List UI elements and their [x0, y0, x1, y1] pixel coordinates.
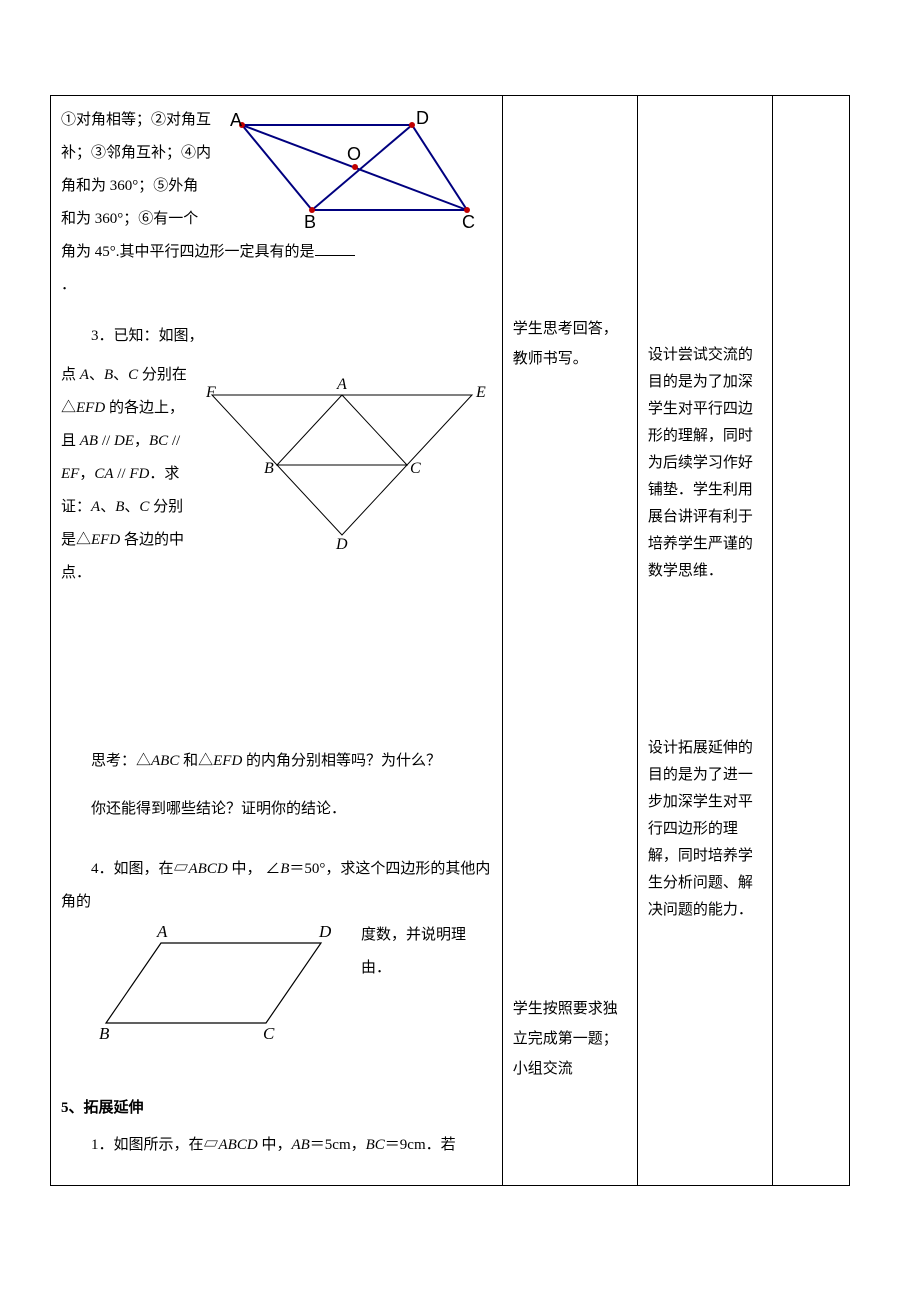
block-q4: 4．如图，在▱ABCD 中， ∠B＝50°，求这个四边形的其他内角的 A D B…: [61, 853, 492, 1047]
q5-1: 1．如图所示，在▱ABCD 中，AB＝5cm，BC＝9cm．若: [61, 1129, 492, 1162]
content-body: A D B C O ①对角相等；②对角互补；③邻角互补；④内角和为 360°；⑤…: [61, 104, 492, 1162]
empty-cell: [772, 96, 849, 1186]
figure-parallelogram-diagonals: A D B C O: [212, 110, 492, 230]
label-A: A: [156, 923, 168, 941]
label-B: B: [264, 460, 274, 477]
note1: 学生思考回答，教师书写。: [513, 314, 627, 374]
rationale-cell: 设计尝试交流的目的是为了加深学生对平行四边形的理解，同时为后续学习作好铺垫．学生…: [637, 96, 772, 1186]
spacer: [648, 104, 762, 342]
q4-line-b: 度数，并说明理由．: [361, 927, 466, 976]
main-table: A D B C O ①对角相等；②对角互补；③邻角互补；④内角和为 360°；⑤…: [50, 95, 850, 1186]
label-A: A: [230, 110, 242, 130]
think2: 你还能得到哪些结论？证明你的结论．: [61, 793, 492, 826]
q3-lead: 3．已知：如图，: [61, 320, 492, 353]
content-cell: A D B C O ①对角相等；②对角互补；③邻角互补；④内角和为 360°；⑤…: [51, 96, 503, 1186]
spacer: [513, 374, 627, 994]
rationale2: 设计拓展延伸的目的是为了进一步加深学生对平行四边形的理解，同时培养学生分析问题、…: [648, 735, 762, 924]
student-activity-cell: 学生思考回答，教师书写。 学生按照要求独立完成第一题；小组交流: [502, 96, 637, 1186]
label-C: C: [263, 1024, 275, 1043]
block-q3: F A E B C D 点 A、B、C 分别在△EFD 的各边上，且 AB //…: [61, 359, 492, 590]
label-C: C: [462, 212, 475, 230]
page: A D B C O ①对角相等；②对角互补；③邻角互补；④内角和为 360°；⑤…: [0, 0, 920, 1186]
spacer: [513, 104, 627, 314]
label-D: D: [416, 110, 429, 128]
note2: 学生按照要求独立完成第一题；小组交流: [513, 994, 627, 1084]
spacer: [61, 1047, 492, 1077]
label-C: C: [410, 460, 421, 477]
label-D: D: [318, 923, 332, 941]
section-5-title: 5、拓展延伸: [61, 1092, 492, 1125]
table-row: A D B C O ①对角相等；②对角互补；③邻角互补；④内角和为 360°；⑤…: [51, 96, 850, 1186]
label-O: O: [347, 144, 361, 164]
label-D: D: [335, 536, 348, 550]
student-activity: 学生思考回答，教师书写。 学生按照要求独立完成第一题；小组交流: [513, 104, 627, 1084]
think1: 思考：△ABC 和△EFD 的内角分别相等吗？为什么？: [61, 745, 492, 778]
dot: ．: [61, 277, 76, 293]
block-intro: A D B C O ①对角相等；②对角互补；③邻角互补；④内角和为 360°；⑤…: [61, 104, 492, 302]
label-F: F: [205, 384, 216, 401]
q3-text: 点 A、B、C 分别在△EFD 的各边上，且 AB // DE，BC // EF…: [61, 359, 191, 590]
figure-triangle-efd: F A E B C D: [202, 365, 492, 550]
rationale: 设计尝试交流的目的是为了加深学生对平行四边形的理解，同时为后续学习作好铺垫．学生…: [648, 104, 762, 924]
spacer: [61, 590, 492, 730]
label-E: E: [475, 384, 486, 401]
spacer: [61, 841, 492, 853]
blank-underline: [315, 255, 355, 256]
label-B: B: [99, 1024, 110, 1043]
figure-parallelogram-abcd: A D B C: [91, 923, 351, 1043]
q4-line-a: 4．如图，在▱ABCD 中， ∠B＝50°，求这个四边形的其他内角的: [61, 853, 492, 919]
label-B: B: [304, 212, 316, 230]
spacer: [648, 585, 762, 735]
label-A: A: [336, 376, 347, 393]
rationale1: 设计尝试交流的目的是为了加深学生对平行四边形的理解，同时为后续学习作好铺垫．学生…: [648, 342, 762, 585]
